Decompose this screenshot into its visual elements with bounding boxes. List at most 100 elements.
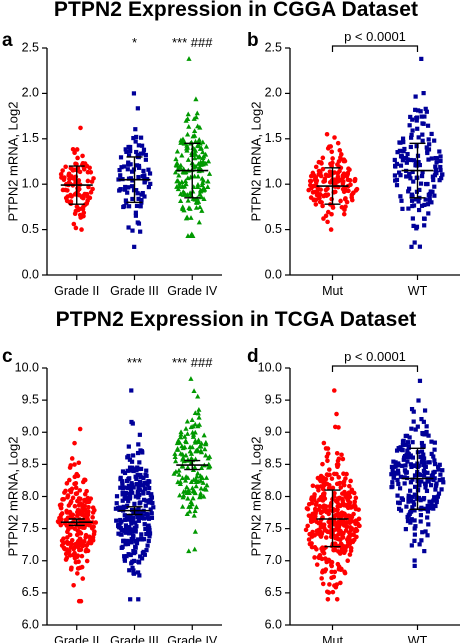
data-point [419,440,425,446]
data-point [172,454,178,460]
data-point [200,180,206,185]
data-point [410,440,415,445]
data-point [119,165,124,170]
data-point [413,94,418,99]
data-point [194,110,200,116]
y-tick-label: 7.5 [22,521,39,535]
data-point [187,206,193,211]
data-point [68,192,73,198]
data-point [184,192,190,197]
data-point [336,475,342,480]
x-tick-label: Grade II [54,284,99,298]
y-axis-label: PTPN2 mRNA, Log2 [248,102,263,222]
y-tick-label: 0.5 [22,222,39,236]
data-point [123,504,129,510]
data-point [127,568,132,573]
data-point [434,499,439,505]
data-point [419,203,425,208]
data-point [73,491,79,497]
data-point [328,144,334,149]
y-tick-label: 9.5 [22,392,39,406]
data-point [391,475,396,480]
data-point [130,528,135,533]
data-point [178,431,184,437]
data-point [345,177,351,183]
data-point [128,552,133,558]
data-point [341,523,347,528]
data-point [325,446,331,451]
data-point [122,485,127,490]
data-point [392,173,398,178]
data-point [129,388,134,393]
data-point [327,169,333,174]
data-point [418,498,423,503]
data-point [128,148,133,154]
y-tick-label: 8.0 [265,489,282,503]
x-tick-label: Grade II [54,634,99,643]
data-point [432,184,437,189]
data-point [120,481,125,486]
data-point [128,513,133,518]
data-point [143,472,148,477]
data-point [125,517,130,522]
data-point [314,547,319,552]
data-point [426,211,431,216]
y-tick-label: 8.5 [22,457,39,471]
data-point [433,164,438,169]
data-point [70,168,76,173]
data-point [203,143,210,149]
data-point [134,163,140,168]
y-tick-label: 8.0 [22,489,39,503]
data-point [174,178,180,184]
data-point [418,513,424,518]
data-point [177,434,184,440]
error-bar [401,142,434,199]
data-point [408,520,413,525]
data-point [429,131,434,137]
data-point [320,461,325,467]
data-point [126,162,131,167]
data-point [76,186,82,192]
data-point [174,148,181,154]
data-point [425,123,431,128]
data-point [402,475,407,480]
data-point [198,162,204,167]
data-point [126,153,132,158]
data-point [314,189,320,195]
data-point [419,56,424,61]
data-point [136,175,141,180]
data-point [77,426,83,432]
data-point [412,492,417,497]
data-point [199,175,205,181]
data-point [408,135,414,140]
y-tick-label: 0.0 [22,267,39,281]
x-tick-label: WT [408,284,428,298]
data-point [128,597,133,602]
data-point [317,195,322,201]
data-point [127,457,133,462]
data-point [432,458,437,463]
data-point [433,503,438,509]
data-point [323,192,328,198]
data-point [147,498,152,503]
data-point [335,140,341,146]
data-point [82,539,87,544]
data-point [143,526,148,532]
data-point [343,476,348,481]
data-point [131,485,136,490]
data-point [409,198,415,203]
data-point [145,515,150,520]
data-point [190,431,197,437]
data-point [320,509,326,514]
data-point [427,199,432,204]
data-point [322,496,328,501]
data-point [198,443,204,449]
data-point [414,144,419,149]
data-point [202,446,208,452]
data-point [134,466,140,471]
data-point [397,170,402,175]
data-point [192,128,198,133]
data-point [348,478,353,484]
data-point [131,548,136,554]
data-point [130,533,136,539]
